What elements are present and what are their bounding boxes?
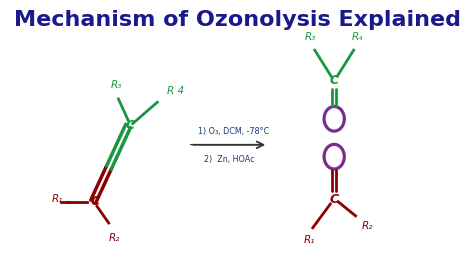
Text: C: C [329,193,339,206]
Text: 2)  Zn, HOAc: 2) Zn, HOAc [204,155,255,164]
Text: R₂: R₂ [362,221,374,231]
Text: R₄: R₄ [352,32,363,42]
Text: R₁: R₁ [52,194,63,204]
Text: R 4: R 4 [167,86,184,96]
Text: R₃: R₃ [305,32,317,42]
Text: C: C [329,74,339,88]
Text: C: C [126,119,135,132]
Text: R₂: R₂ [109,233,120,243]
Text: R₃: R₃ [111,80,122,90]
Text: R₁: R₁ [303,235,315,245]
Text: 1) O₃, DCM, -78°C: 1) O₃, DCM, -78°C [198,127,269,136]
Text: C: C [91,195,100,208]
Text: Mechanism of Ozonolysis Explained: Mechanism of Ozonolysis Explained [13,10,461,30]
